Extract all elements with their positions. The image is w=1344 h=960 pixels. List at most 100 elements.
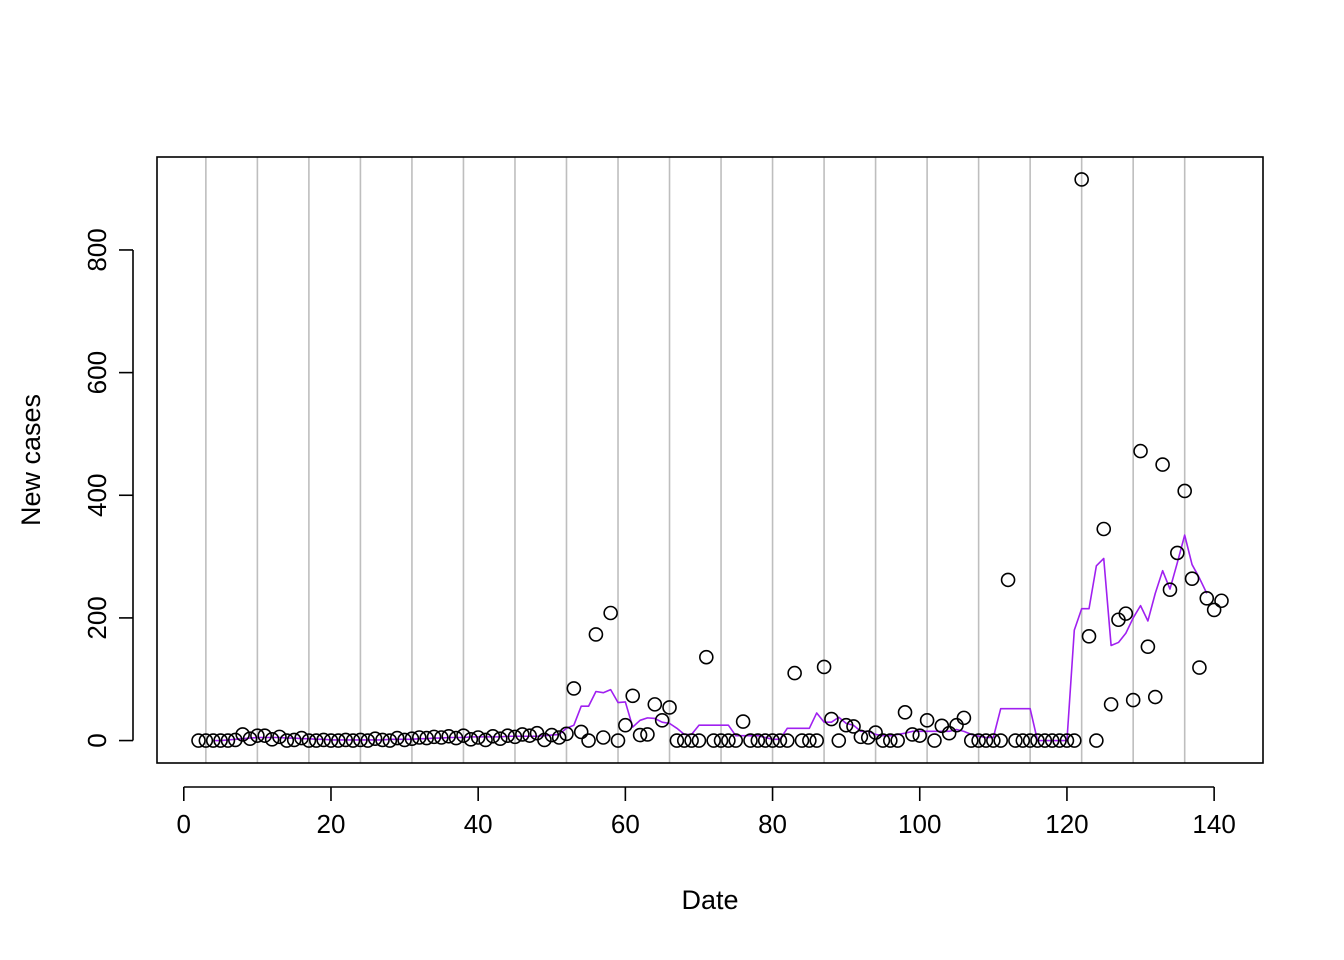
data-point	[198, 733, 214, 748]
data-point	[684, 733, 699, 748]
data-point	[1066, 733, 1082, 748]
data-point	[610, 733, 626, 748]
data-point	[294, 730, 309, 746]
line-series	[213, 534, 1208, 742]
data-point	[794, 733, 810, 748]
data-point	[588, 627, 604, 642]
data-point	[1147, 689, 1163, 705]
y-axis: 0 200 400 600 800	[82, 228, 134, 748]
data-point	[338, 732, 354, 748]
data-point	[934, 718, 950, 734]
data-point	[242, 731, 258, 747]
data-point	[1089, 733, 1104, 748]
data-point	[802, 733, 817, 748]
data-point	[890, 733, 905, 748]
data-point	[706, 733, 721, 748]
data-point	[1177, 483, 1192, 499]
plot-frame	[156, 156, 1264, 764]
data-point	[264, 732, 280, 747]
data-point	[441, 728, 457, 744]
data-point	[1140, 639, 1156, 655]
data-point	[492, 731, 508, 747]
data-point	[691, 733, 707, 748]
data-point	[662, 700, 677, 715]
data-point	[1125, 692, 1141, 708]
data-point	[603, 605, 618, 621]
data-point	[426, 729, 442, 745]
x-tick-label: 20	[317, 809, 346, 839]
data-point	[205, 733, 221, 748]
data-point	[1133, 443, 1148, 459]
data-point	[941, 725, 957, 741]
data-point	[883, 733, 898, 748]
data-point	[963, 733, 979, 748]
data-point	[529, 725, 545, 741]
data-point	[1103, 697, 1119, 712]
data-point	[772, 733, 788, 748]
x-tick-label: 40	[464, 809, 493, 839]
y-tick-label: 200	[82, 596, 112, 639]
data-point	[213, 733, 228, 748]
data-point	[220, 733, 236, 748]
data-point	[1170, 545, 1185, 561]
data-point	[993, 733, 1009, 748]
data-point	[838, 717, 854, 733]
data-point	[956, 710, 972, 726]
data-point	[228, 732, 243, 748]
data-point	[353, 732, 368, 748]
data-point	[824, 711, 839, 727]
data-point	[625, 688, 641, 704]
data-point	[522, 728, 537, 743]
x-tick-label: 140	[1192, 809, 1235, 839]
data-point	[389, 730, 405, 746]
data-point	[846, 719, 861, 734]
x-tick-label: 60	[611, 809, 640, 839]
data-point	[434, 730, 449, 745]
data-point	[676, 733, 692, 748]
data-point	[1096, 521, 1112, 537]
data-point	[559, 726, 574, 742]
data-point	[949, 717, 964, 733]
data-point	[669, 733, 685, 748]
data-point	[537, 732, 552, 748]
data-point	[1008, 733, 1023, 748]
data-point	[713, 733, 729, 748]
data-point	[1059, 733, 1075, 748]
data-point	[640, 727, 655, 742]
x-tick-label: 100	[898, 809, 941, 839]
data-point	[699, 649, 714, 665]
data-point	[360, 733, 376, 748]
data-point	[1015, 733, 1031, 748]
data-point	[978, 733, 994, 748]
data-point	[316, 732, 331, 748]
data-point	[279, 733, 295, 748]
data-point	[1162, 582, 1178, 597]
data-point	[1184, 571, 1200, 586]
y-tick-label: 600	[82, 351, 112, 394]
data-point	[919, 713, 935, 728]
data-point	[573, 724, 589, 740]
data-point	[1030, 733, 1045, 748]
data-point	[618, 717, 633, 733]
data-point	[1199, 590, 1215, 606]
data-point	[235, 727, 250, 742]
data-point	[419, 730, 434, 746]
data-point	[853, 729, 869, 745]
data-point	[382, 733, 398, 748]
data-point	[743, 733, 758, 748]
data-point	[831, 733, 847, 748]
data-point	[816, 659, 832, 675]
data-point	[654, 713, 670, 728]
y-tick-label: 400	[82, 474, 112, 517]
data-point	[632, 727, 648, 743]
data-point	[250, 728, 265, 743]
data-point	[765, 733, 780, 748]
data-point	[757, 733, 773, 748]
data-point	[897, 705, 913, 720]
data-point	[463, 732, 479, 747]
y-tick-label: 800	[82, 228, 112, 271]
data-point	[1118, 606, 1134, 621]
data-point	[367, 731, 383, 747]
data-point	[927, 733, 942, 748]
